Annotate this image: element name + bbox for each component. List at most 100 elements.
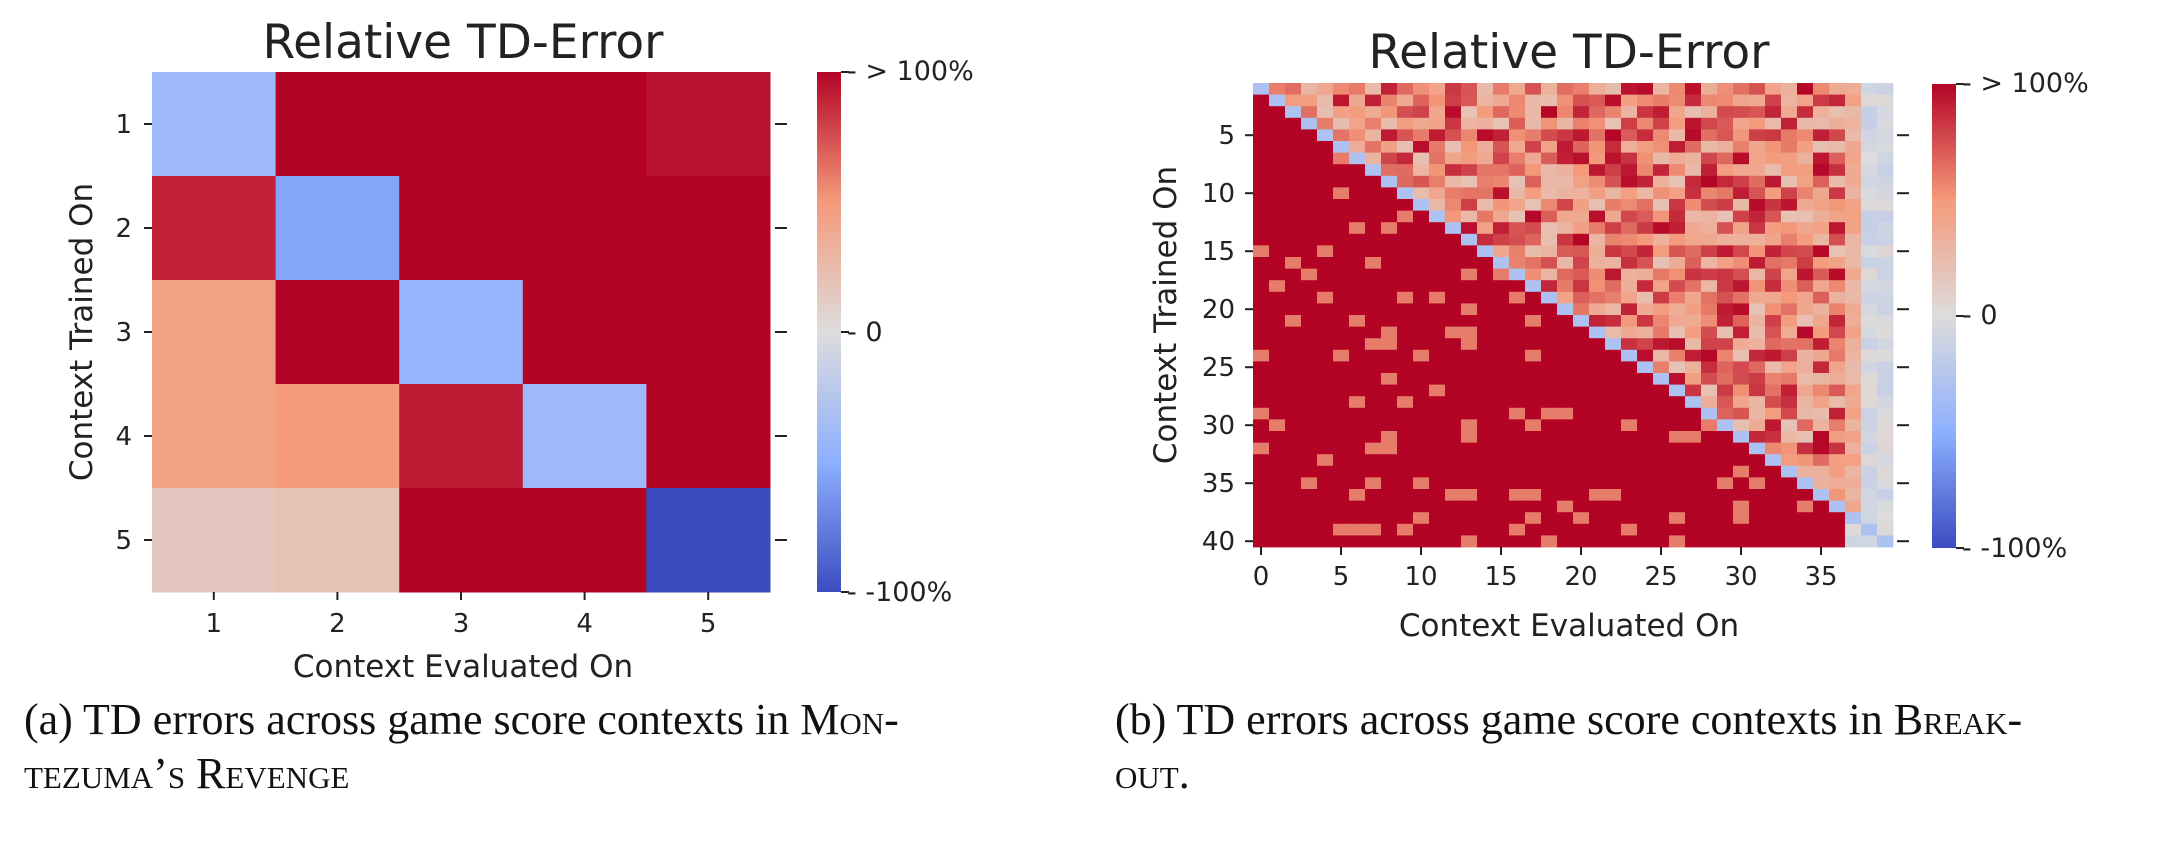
heatmap-cell <box>1813 373 1830 385</box>
heatmap-cell <box>1701 454 1718 467</box>
heatmap-cell <box>1845 94 1862 107</box>
heatmap-cell <box>1269 303 1286 316</box>
x-tick-label: 25 <box>1644 562 1677 592</box>
heatmap-cell <box>1477 222 1494 235</box>
heatmap-cell <box>1253 106 1270 119</box>
heatmap-cell <box>1685 465 1702 478</box>
heatmap-cell <box>1349 454 1366 467</box>
heatmap-cell <box>1701 245 1718 258</box>
heatmap-cell <box>1381 361 1398 374</box>
heatmap-cell <box>1445 465 1462 478</box>
heatmap-cell <box>1733 512 1750 525</box>
heatmap-cell <box>1269 129 1286 142</box>
heatmap-cell <box>1557 454 1574 467</box>
heatmap-cell <box>1381 117 1398 130</box>
chart-a-colorbar <box>817 72 841 592</box>
heatmap-cell <box>1589 210 1606 223</box>
heatmap-cell <box>1541 477 1558 490</box>
heatmap-cell <box>1637 291 1654 304</box>
heatmap-cell <box>1461 164 1478 177</box>
heatmap-cell <box>1653 291 1670 304</box>
heatmap-cell <box>1477 117 1494 130</box>
heatmap-cell <box>1429 384 1446 397</box>
heatmap-cell <box>1621 407 1638 420</box>
heatmap-cell <box>1717 477 1734 490</box>
heatmap-cell <box>1621 222 1638 235</box>
heatmap-cell <box>1461 477 1478 490</box>
heatmap-cell <box>1589 141 1606 153</box>
heatmap-cell <box>1573 349 1590 362</box>
heatmap-cell <box>1333 454 1350 467</box>
chart-a-y-axis-label: Context Trained On <box>64 183 100 481</box>
heatmap-cell <box>1285 303 1302 316</box>
heatmap-cell <box>1589 407 1606 420</box>
heatmap-cell <box>1269 431 1286 443</box>
heatmap-cell <box>1445 175 1462 188</box>
heatmap-cell <box>1861 384 1878 397</box>
heatmap-cell <box>1765 315 1782 327</box>
heatmap-cell <box>1333 396 1350 409</box>
heatmap-cell <box>1461 419 1478 432</box>
heatmap-cell <box>1621 175 1638 188</box>
heatmap-cell <box>1381 512 1398 525</box>
heatmap-cell <box>1605 280 1622 293</box>
heatmap-cell <box>1413 129 1430 142</box>
heatmap-cell <box>1861 465 1878 478</box>
heatmap-cell <box>1829 431 1846 443</box>
heatmap-cell <box>1813 361 1830 374</box>
heatmap-cell <box>1685 175 1702 188</box>
heatmap-cell <box>1669 326 1686 339</box>
heatmap-cell <box>1653 465 1670 478</box>
heatmap-cell <box>1685 500 1702 513</box>
heatmap-cell <box>1413 419 1430 432</box>
heatmap-cell <box>1749 535 1766 548</box>
heatmap-cell <box>1429 361 1446 374</box>
heatmap-cell <box>1285 326 1302 339</box>
heatmap-cell <box>1621 442 1638 455</box>
heatmap-cell <box>1493 129 1510 142</box>
heatmap-cell <box>1749 187 1766 200</box>
heatmap-cell <box>1381 419 1398 432</box>
heatmap-cell <box>1781 349 1798 362</box>
heatmap-cell <box>1573 117 1590 130</box>
heatmap-cell <box>1365 222 1382 235</box>
heatmap-cell <box>1877 129 1894 142</box>
heatmap-cell <box>1653 175 1670 188</box>
heatmap-cell <box>1253 407 1270 420</box>
heatmap-cell <box>1397 175 1414 188</box>
heatmap-cell <box>1589 291 1606 304</box>
heatmap-cell <box>1781 477 1798 490</box>
heatmap-cell <box>1637 117 1654 130</box>
heatmap-cell <box>1877 535 1894 548</box>
heatmap-cell <box>1397 384 1414 397</box>
heatmap-cell <box>1397 361 1414 374</box>
heatmap-cell <box>1429 349 1446 362</box>
heatmap-cell <box>1733 129 1750 142</box>
heatmap-cell <box>1541 373 1558 385</box>
heatmap-cell <box>1301 222 1318 235</box>
heatmap-cell <box>1381 349 1398 362</box>
heatmap-cell <box>1285 245 1302 258</box>
heatmap-cell <box>1701 233 1718 246</box>
heatmap-cell <box>1445 222 1462 235</box>
heatmap-cell <box>1477 175 1494 188</box>
heatmap-cell <box>1573 175 1590 188</box>
heatmap-cell <box>1781 338 1798 351</box>
heatmap-cell <box>1541 384 1558 397</box>
heatmap-cell <box>1285 465 1302 478</box>
heatmap-cell <box>1317 141 1334 153</box>
heatmap-cell <box>1877 373 1894 385</box>
heatmap-cell <box>1269 245 1286 258</box>
heatmap-cell <box>1461 407 1478 420</box>
heatmap-cell <box>1413 373 1430 385</box>
heatmap-cell <box>1445 500 1462 513</box>
heatmap-cell <box>1845 187 1862 200</box>
heatmap-cell <box>1669 280 1686 293</box>
heatmap-cell <box>1429 268 1446 281</box>
heatmap-cell <box>1349 175 1366 188</box>
heatmap-cell <box>1301 326 1318 339</box>
heatmap-cell <box>1285 396 1302 409</box>
heatmap-cell <box>1637 257 1654 269</box>
heatmap-cell <box>1877 442 1894 455</box>
heatmap-cell <box>1365 407 1382 420</box>
